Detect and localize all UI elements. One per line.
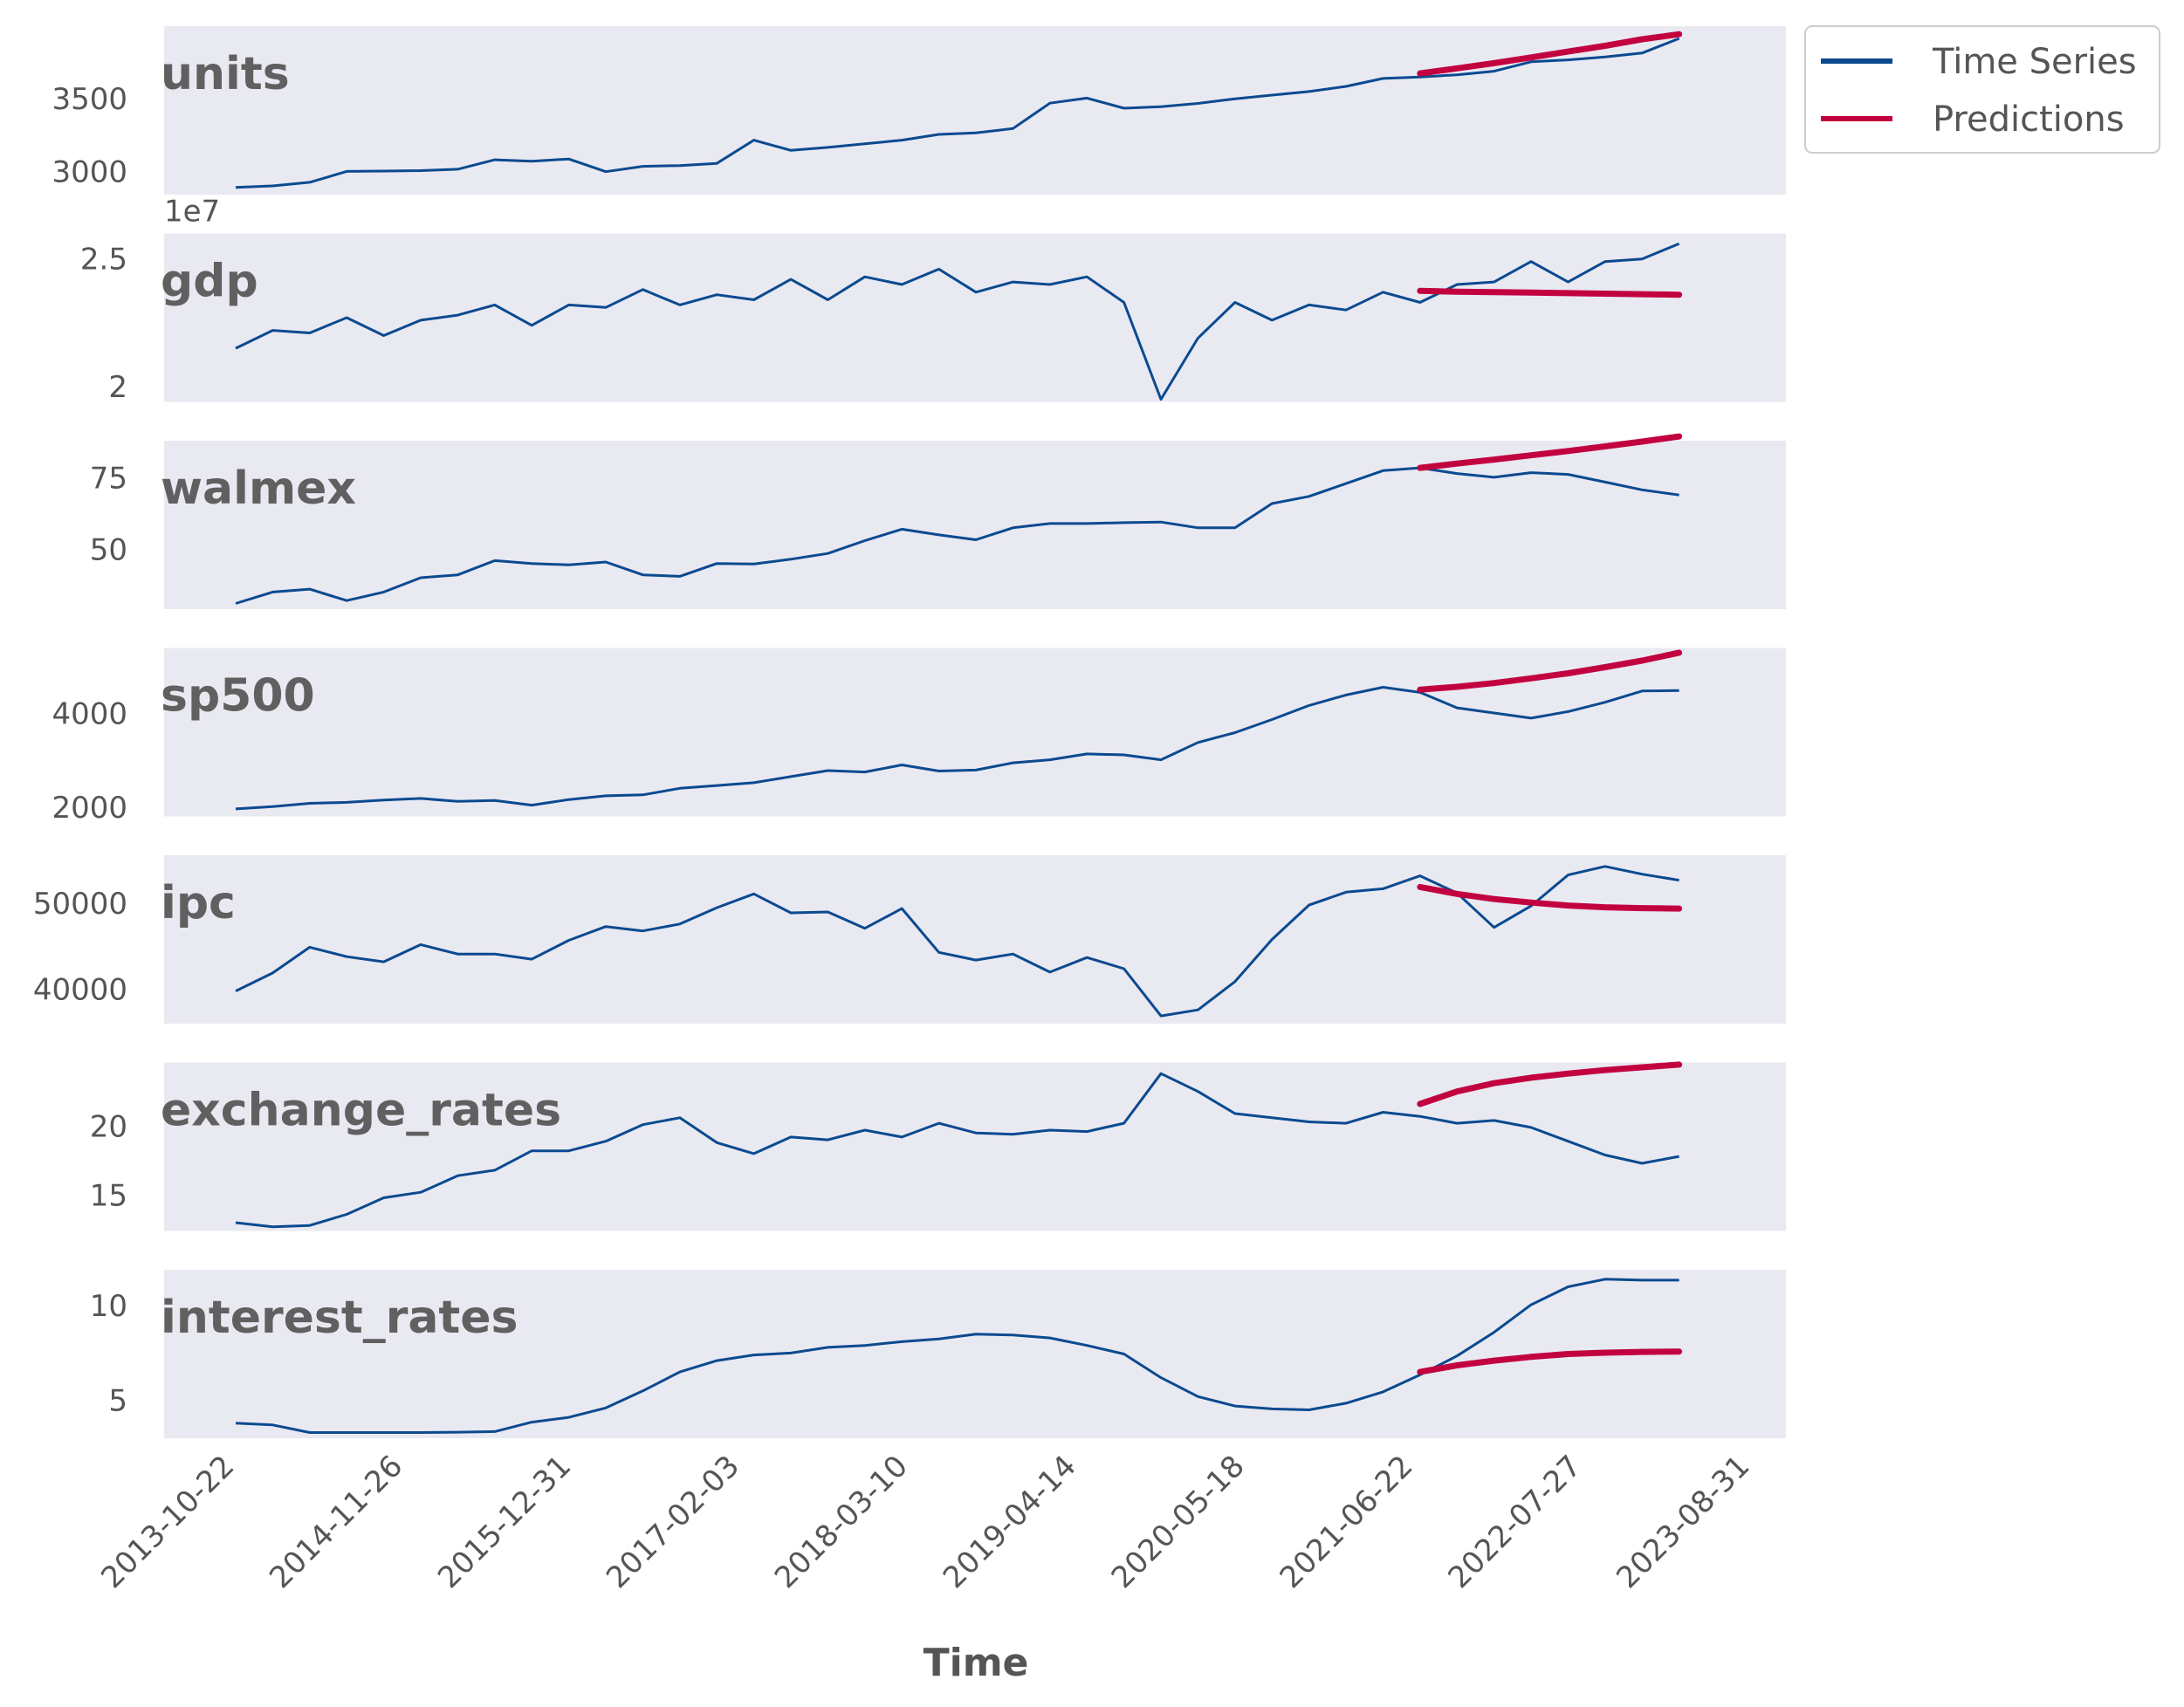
x-tick-label: 2020-05-18 bbox=[1105, 1449, 1252, 1595]
x-tick-label: 2018-03-10 bbox=[768, 1449, 915, 1595]
panel-background bbox=[164, 648, 1786, 817]
panel-background bbox=[164, 441, 1786, 609]
x-tick-label: 2021-06-22 bbox=[1274, 1449, 1420, 1595]
panel-title: walmex bbox=[161, 463, 356, 515]
series-line-time-series bbox=[235, 865, 1679, 1018]
legend-label: Predictions bbox=[1933, 99, 2125, 140]
series-line-predictions bbox=[1417, 1348, 1683, 1375]
x-tick-label: 2014-11-26 bbox=[263, 1449, 409, 1595]
x-tick-label: 2022-07-27 bbox=[1441, 1449, 1588, 1595]
y-tick-label: 15 bbox=[90, 1178, 127, 1213]
legend-label: Time Series bbox=[1932, 42, 2137, 82]
x-tick-label: 2013-10-22 bbox=[94, 1449, 241, 1595]
y-tick-label: 3000 bbox=[52, 154, 127, 189]
y-scale-label: 1e7 bbox=[164, 195, 220, 230]
panel-background bbox=[164, 1062, 1786, 1231]
x-axis: 2013-10-22 2014-11-26 2015-12-31 2017-02-03… bbox=[94, 1449, 1756, 1595]
legend-box bbox=[1804, 25, 2160, 154]
x-axis-label: Time bbox=[924, 1641, 1029, 1685]
x-tick-label: 2015-12-31 bbox=[431, 1449, 578, 1595]
panel-background bbox=[164, 1270, 1786, 1438]
y-tick-label: 10 bbox=[90, 1289, 127, 1324]
x-tick-label: 2019-04-14 bbox=[937, 1449, 1083, 1595]
y-tick-label: 40000 bbox=[33, 973, 127, 1008]
series-line-predictions bbox=[1417, 31, 1683, 77]
panel-background bbox=[164, 26, 1786, 195]
panel-exchange_rates: 15 20 exchange_rates bbox=[90, 1061, 1786, 1231]
series-line-time-series bbox=[235, 1072, 1679, 1229]
panel-background bbox=[164, 855, 1786, 1024]
series-line-time-series bbox=[235, 1278, 1679, 1434]
y-tick-label: 5 bbox=[108, 1384, 127, 1419]
panel-title: ipc bbox=[161, 877, 236, 929]
y-tick-label: 2.5 bbox=[80, 243, 127, 278]
series-line-time-series bbox=[235, 37, 1680, 189]
y-tick-label: 2000 bbox=[52, 791, 127, 826]
y-tick-label: 50 bbox=[90, 532, 127, 567]
y-tick-label: 3500 bbox=[52, 82, 127, 117]
series-line-predictions bbox=[1417, 1061, 1683, 1107]
panel-ipc: 40000 50000 ipc bbox=[33, 855, 1786, 1024]
legend: Time Series Predictions bbox=[1804, 25, 2160, 154]
series-line-time-series bbox=[235, 686, 1679, 811]
y-tick-label: 50000 bbox=[33, 887, 127, 922]
series-line-predictions bbox=[1417, 433, 1683, 471]
panel-interest_rates: 5 10 interest_rates bbox=[90, 1270, 1786, 1438]
series-line-predictions bbox=[1417, 287, 1683, 298]
panel-title: gdp bbox=[161, 256, 258, 308]
series-line-predictions bbox=[1417, 649, 1683, 693]
panel-background bbox=[164, 233, 1786, 402]
series-line-time-series bbox=[235, 466, 1679, 605]
x-tick-label: 2017-02-03 bbox=[600, 1449, 746, 1595]
panel-title: exchange_rates bbox=[161, 1085, 561, 1137]
y-tick-label: 2 bbox=[108, 370, 127, 405]
y-tick-label: 4000 bbox=[52, 697, 127, 732]
panels: 3000 3500 units 2 2.5 1e7 gdp 50 75 walmex 2000 400… bbox=[33, 26, 1786, 1438]
series-line-predictions bbox=[1417, 883, 1683, 912]
y-tick-label: 75 bbox=[90, 462, 127, 497]
x-tick-label: 2023-08-31 bbox=[1610, 1449, 1756, 1595]
panel-walmex: 50 75 walmex bbox=[90, 433, 1786, 609]
panel-units: 3000 3500 units bbox=[52, 26, 1786, 195]
panel-sp500: 2000 4000 sp500 bbox=[52, 648, 1786, 826]
y-tick-label: 20 bbox=[90, 1109, 127, 1144]
panel-title: units bbox=[161, 48, 290, 100]
panel-gdp: 2 2.5 1e7 gdp bbox=[80, 195, 1786, 405]
panel-title: interest_rates bbox=[161, 1292, 519, 1344]
panel-title: sp500 bbox=[161, 670, 315, 723]
